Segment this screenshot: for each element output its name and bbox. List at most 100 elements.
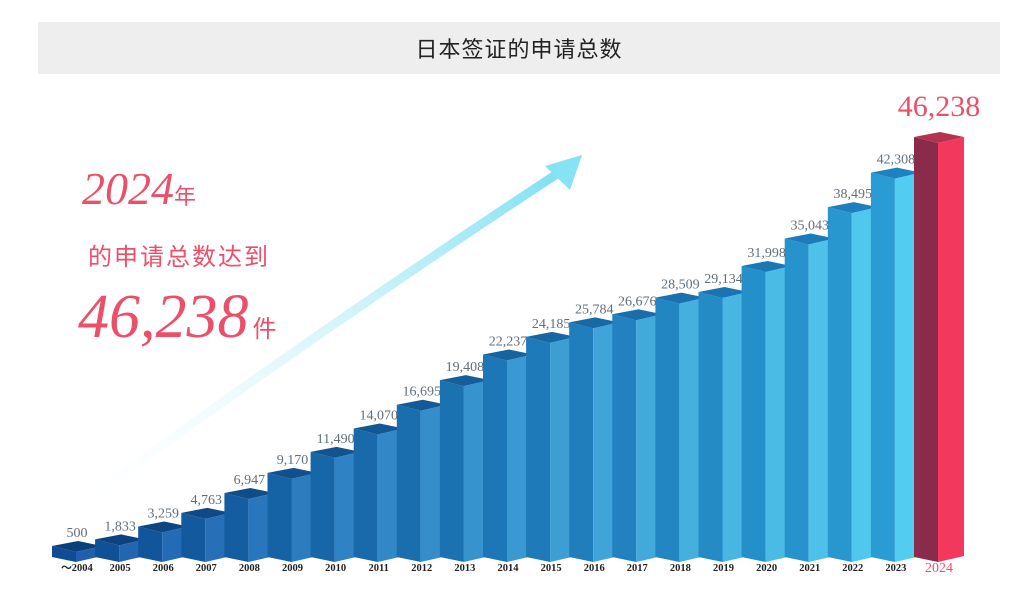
bar-top-2010 — [310, 446, 361, 458]
bar-2013 — [439, 375, 490, 562]
chart-title: 日本签证的申请总数 — [415, 38, 623, 63]
value-label-2007: 4,763 — [191, 493, 223, 508]
value-label-2011: 14,070 — [359, 409, 398, 424]
year-label-2014: 2014 — [498, 563, 520, 574]
value-label-2016: 25,784 — [575, 302, 614, 317]
bar-top-2019 — [698, 286, 749, 298]
bar-2007 — [181, 507, 232, 562]
title-bar: 日本签证的申请总数 — [38, 22, 1000, 74]
year-label-2012: 2012 — [411, 563, 432, 574]
value-label-2008: 6,947 — [234, 473, 266, 488]
bar-2015 — [526, 331, 577, 562]
bar-2019 — [698, 286, 749, 562]
bar-side-2008 — [224, 493, 249, 562]
year-label-2017: 2017 — [627, 563, 648, 574]
bar-2020 — [741, 261, 792, 562]
trend-arrow — [55, 155, 582, 525]
bar-2010 — [310, 446, 361, 562]
value-label-2024: 46,238 — [898, 90, 981, 123]
year-label-2015: 2015 — [541, 563, 562, 574]
bar-side-2014 — [483, 354, 507, 562]
bar-top-2012 — [396, 399, 447, 411]
year-label-2022: 2022 — [842, 563, 863, 574]
bar-side-2024 — [914, 137, 938, 562]
bar-side-2012 — [396, 404, 421, 562]
bar-top-2016 — [569, 317, 620, 329]
year-label-2013: 2013 — [454, 563, 475, 574]
year-label-2008: 2008 — [239, 563, 260, 574]
value-label-2012: 16,695 — [403, 385, 442, 400]
value-label-2019: 29,134 — [704, 272, 743, 287]
value-label-2014: 22,237 — [489, 334, 528, 349]
bar-side-2013 — [439, 380, 464, 562]
bar-side-2023 — [870, 172, 895, 562]
callout-year-suffix: 年 — [174, 185, 197, 210]
bar-2016 — [569, 317, 620, 562]
callout-line2: 的申请总数达到 — [88, 243, 270, 271]
bar-top-2021 — [784, 233, 835, 245]
year-label-2006: 2006 — [153, 563, 174, 574]
bar-top-～2004 — [52, 541, 102, 552]
value-label-2006: 3,259 — [147, 506, 179, 521]
callout-total: 46,238 件 — [78, 282, 277, 353]
year-label-2016: 2016 — [584, 563, 605, 574]
value-label-2020: 31,998 — [747, 246, 786, 261]
bar-side-2016 — [569, 322, 594, 562]
bar-2014 — [483, 349, 533, 562]
bar-2024 — [914, 132, 964, 562]
value-label-2009: 9,170 — [277, 453, 309, 468]
year-label-2019: 2019 — [713, 563, 734, 574]
year-label-2024: 2024 — [925, 561, 953, 576]
bar-side-2015 — [526, 336, 551, 562]
callout-year-number: 2024 — [82, 163, 174, 214]
bar-top-2008 — [224, 488, 275, 500]
value-label-2005: 1,833 — [104, 519, 136, 534]
bar-top-2007 — [181, 507, 232, 519]
bar-top-2022 — [827, 202, 878, 214]
bar-top-2013 — [439, 375, 490, 387]
year-label-2007: 2007 — [196, 563, 217, 574]
value-label-2021: 35,043 — [790, 218, 829, 233]
bar-front-2024 — [938, 137, 964, 562]
year-label-～2004: ～2004 — [61, 563, 93, 574]
year-label-2011: 2011 — [368, 563, 388, 574]
bar-side-2021 — [784, 238, 809, 563]
bar-2021 — [784, 233, 835, 563]
bar-top-2015 — [526, 331, 577, 343]
bar-2006 — [138, 521, 189, 562]
year-label-2021: 2021 — [799, 563, 820, 574]
bar-side-2005 — [95, 539, 120, 562]
bar-top-2011 — [353, 423, 404, 435]
value-label-～2004: 500 — [67, 526, 88, 541]
year-label-2005: 2005 — [110, 563, 131, 574]
year-label-2023: 2023 — [885, 563, 906, 574]
bar-2008 — [224, 488, 275, 562]
year-label-2010: 2010 — [325, 563, 346, 574]
callout-unit: 件 — [252, 315, 277, 343]
value-label-2013: 19,408 — [446, 360, 485, 375]
bar-top-2020 — [741, 261, 792, 273]
bar-top-2009 — [267, 467, 318, 479]
bar-top-2017 — [612, 309, 663, 321]
year-label-2018: 2018 — [670, 563, 691, 574]
year-label-2009: 2009 — [282, 563, 303, 574]
bar-2005 — [95, 534, 146, 562]
bar-side-2018 — [655, 297, 680, 562]
year-label-2020: 2020 — [756, 563, 777, 574]
value-label-2022: 38,495 — [834, 187, 873, 202]
callout-total-number: 46,238 — [78, 283, 249, 351]
bar-side-2020 — [741, 266, 766, 562]
callout-year: 2024年 — [82, 162, 196, 215]
bar-～2004 — [52, 541, 102, 562]
bar-top-2014 — [483, 349, 533, 361]
bar-top-2018 — [655, 292, 706, 304]
value-label-2017: 26,676 — [618, 294, 657, 309]
bar-2017 — [612, 309, 663, 562]
bar-side-2011 — [353, 428, 378, 562]
bar-side-～2004 — [52, 546, 76, 562]
bar-top-2006 — [138, 521, 189, 533]
bar-top-2024 — [914, 132, 964, 143]
bar-top-2023 — [870, 167, 921, 179]
value-label-2015: 24,185 — [532, 317, 571, 332]
